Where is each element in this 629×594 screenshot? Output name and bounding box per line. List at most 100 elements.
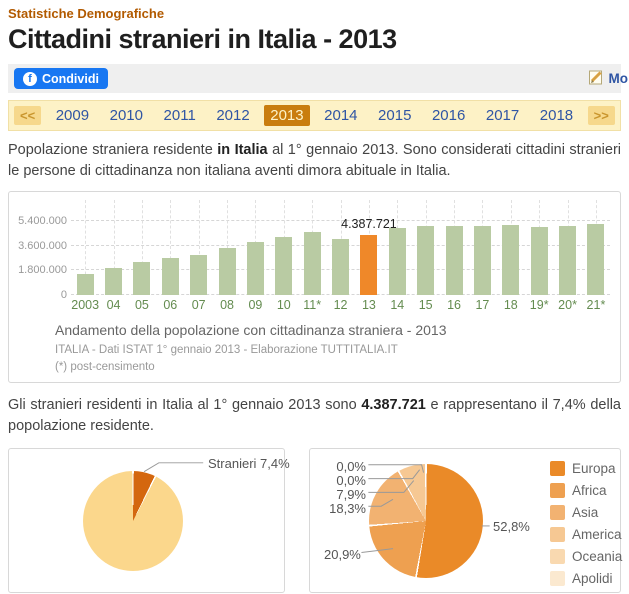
bar xyxy=(417,226,435,295)
bar-column-05 xyxy=(128,200,156,295)
bar-column-21 xyxy=(582,200,610,295)
bar-column-13: 4.387.721 xyxy=(341,200,397,295)
x-tick-label-09: 09 xyxy=(248,298,263,312)
breadcrumb-statistiche-demografiche[interactable]: Statistiche Demografiche xyxy=(8,6,165,21)
x-tick-label-07: 07 xyxy=(191,298,206,312)
y-tick-label: 1.800.000 xyxy=(18,264,67,276)
summary-paragraph: Gli stranieri residenti in Italia al 1° … xyxy=(8,395,621,437)
legend-item-oceania: Oceania xyxy=(550,549,622,564)
chart-caption-title: Andamento della popolazione con cittadin… xyxy=(55,322,447,338)
bar-column-18 xyxy=(497,200,525,295)
year-link-2010[interactable]: 2010 xyxy=(109,107,143,124)
pie-label-oceania: 0,0% xyxy=(336,459,366,474)
bar-column-11 xyxy=(298,200,326,295)
bar-x-labels: 2003 04 05 06 07 08 09 10 11* 12 13 14 15 16 17 18 19* 20… xyxy=(19,298,610,312)
bar xyxy=(587,224,605,295)
year-link-2015[interactable]: 2015 xyxy=(378,107,412,124)
pie-label-africa: 20,9% xyxy=(324,547,361,562)
bar-column-17 xyxy=(468,200,496,295)
year-link-2016[interactable]: 2016 xyxy=(431,107,466,124)
y-tick-label: 3.600.000 xyxy=(18,240,67,252)
bar-plot: 4.387.721 xyxy=(71,200,610,295)
intro-paragraph: Popolazione straniera residente in Itali… xyxy=(8,140,621,182)
x-tick-label-05: 05 xyxy=(134,298,149,312)
legend-item-america: America xyxy=(550,527,622,542)
pie-label-america: 7,9% xyxy=(336,487,366,502)
bar xyxy=(473,226,491,295)
page-title: Cittadini stranieri in Italia - 2013 xyxy=(8,24,397,54)
legend-swatch-asia xyxy=(550,505,565,520)
bar xyxy=(161,258,179,295)
legend-swatch-apolidi xyxy=(550,571,565,586)
x-tick-label-18: 18 xyxy=(503,298,518,312)
year-link-2013[interactable]: 2013 xyxy=(264,105,310,126)
year-link-2014[interactable]: 2014 xyxy=(324,107,358,124)
x-tick-label-06: 06 xyxy=(163,298,178,312)
bar xyxy=(76,274,94,295)
x-tick-label-10: 10 xyxy=(276,298,291,312)
facebook-share-button[interactable]: f Condividi xyxy=(14,68,108,89)
continents-legend: Europa Africa Asia America Oceania Apolidi xyxy=(550,461,622,593)
bar xyxy=(502,225,520,295)
x-tick-label-14: 14 xyxy=(390,298,405,312)
bar xyxy=(303,232,321,295)
intro-text-1: Popolazione straniera residente xyxy=(8,142,218,158)
year-link-2018[interactable]: 2018 xyxy=(539,107,574,124)
bar xyxy=(218,248,236,295)
chart-caption-source: ITALIA - Dati ISTAT 1° gennaio 2013 - El… xyxy=(55,344,398,356)
x-tick-label-20: 20* xyxy=(558,298,577,312)
bar-column-16 xyxy=(440,200,468,295)
pie-charts-row: Stranieri 7,4% 0,0% 0,0% 7,9% 18,3% 20,9… xyxy=(8,448,622,593)
summary-text-2: e rappresentano il 7,4% della popolazion… xyxy=(8,397,621,434)
bar xyxy=(105,268,123,295)
year-link-2017[interactable]: 2017 xyxy=(485,107,520,124)
x-tick-label-17: 17 xyxy=(475,298,490,312)
legend-label-oceania: Oceania xyxy=(572,549,623,564)
y-tick-label: 5.400.000 xyxy=(18,215,67,227)
bar-value-label: 4.387.721 xyxy=(341,217,397,231)
x-tick-label-21: 21* xyxy=(586,298,606,312)
facebook-icon: f xyxy=(23,71,37,86)
bar xyxy=(332,239,350,295)
gridline-5.400.000 xyxy=(71,220,610,221)
chart-caption-footnote: (*) post-censimento xyxy=(55,361,155,373)
legend-item-europa: Europa xyxy=(550,461,622,476)
bar xyxy=(388,228,406,295)
bar xyxy=(559,226,577,295)
edit-link[interactable]: Mo xyxy=(588,69,629,89)
pie-label-europa: 52,8% xyxy=(493,519,530,534)
legend-label-america: America xyxy=(572,527,622,542)
prev-years-button[interactable]: << xyxy=(14,106,42,125)
edit-link-label: Mo xyxy=(608,71,629,86)
legend-label-apolidi: Apolidi xyxy=(572,571,613,586)
x-tick-label-12: 12 xyxy=(333,298,348,312)
x-tick-label-04: 04 xyxy=(106,298,121,312)
bar-column-04 xyxy=(99,200,127,295)
bar-highlighted-2013 xyxy=(360,235,378,295)
legend-item-africa: Africa xyxy=(550,483,622,498)
x-tick-label-11: 11* xyxy=(303,298,322,312)
share-bar: f Condividi Mo xyxy=(8,64,628,93)
bar xyxy=(530,227,548,295)
bar-chart: 5.400.000 3.600.000 1.800.000 0 4.387.721 xyxy=(18,200,610,301)
intro-text-2: al 1° gennaio 2013. Sono considerati cit… xyxy=(8,142,621,179)
x-tick-label-08: 08 xyxy=(220,298,235,312)
summary-text-1: Gli stranieri residenti in Italia al 1° … xyxy=(8,397,362,413)
legend-swatch-oceania xyxy=(550,549,565,564)
bar-column-2003 xyxy=(71,200,99,295)
next-years-button[interactable]: >> xyxy=(587,106,615,125)
year-link-2011[interactable]: 2011 xyxy=(163,107,196,124)
bar xyxy=(133,262,151,295)
pie-label-asia: 18,3% xyxy=(329,501,366,516)
pie-continenti xyxy=(369,464,483,578)
pie-label-apolidi: 0,0% xyxy=(336,473,366,488)
bar-column-19 xyxy=(525,200,553,295)
legend-label-europa: Europa xyxy=(572,461,616,476)
bar xyxy=(246,242,264,295)
pie-label-stranieri: Stranieri 7,4% xyxy=(208,456,290,471)
year-link-2012[interactable]: 2012 xyxy=(216,107,250,124)
year-link-2009[interactable]: 2009 xyxy=(55,107,90,124)
bar-column-15 xyxy=(412,200,440,295)
pie-stranieri xyxy=(83,471,183,571)
